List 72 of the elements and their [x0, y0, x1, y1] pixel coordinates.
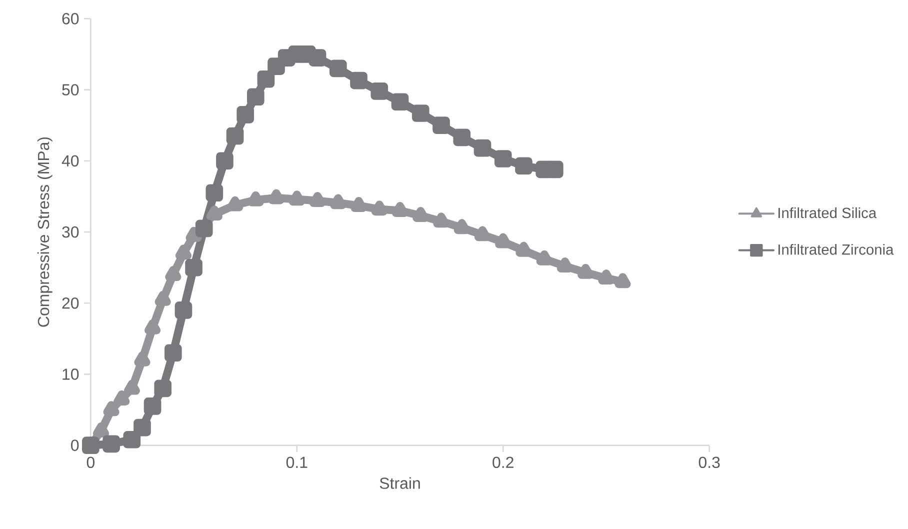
point [175, 244, 192, 260]
y-tick-label: 40 [62, 155, 79, 166]
point [216, 152, 234, 170]
point [516, 242, 532, 257]
point [474, 226, 491, 242]
point [432, 116, 450, 134]
point [248, 191, 264, 206]
y-tick-label: 30 [62, 226, 79, 238]
x-tick-label: 0.3 [698, 456, 720, 468]
legend-label: Infiltrated Zirconia [778, 244, 894, 255]
point [614, 272, 631, 288]
point [226, 196, 244, 212]
point [268, 189, 284, 204]
point [174, 301, 192, 319]
point [82, 436, 100, 454]
point [578, 264, 594, 279]
point [92, 422, 110, 438]
point [370, 82, 388, 100]
point [226, 127, 244, 145]
point [309, 192, 326, 207]
point [246, 88, 264, 106]
point [268, 57, 285, 75]
point [102, 435, 120, 452]
point [474, 139, 492, 157]
point [371, 200, 388, 216]
point [164, 344, 182, 362]
legend-label: Infiltrated Silica [778, 207, 877, 218]
point [288, 190, 305, 206]
y-tick-label: 50 [62, 84, 79, 96]
x-tick-label: 0.2 [492, 456, 514, 468]
y-tick-label: 60 [62, 12, 79, 24]
point [154, 290, 171, 306]
point [134, 418, 151, 436]
point [195, 220, 213, 237]
point [257, 70, 275, 88]
point [123, 430, 141, 448]
point [206, 205, 222, 220]
point [103, 400, 120, 416]
point [144, 319, 161, 334]
point [236, 106, 254, 124]
point [495, 233, 512, 248]
point [515, 157, 532, 174]
point [392, 202, 408, 217]
point [536, 250, 552, 266]
point [350, 196, 367, 212]
point [134, 351, 150, 366]
point [454, 218, 470, 234]
point [329, 60, 347, 77]
point [330, 194, 346, 210]
point [453, 128, 471, 146]
point [206, 184, 224, 202]
point [185, 258, 202, 276]
point [124, 380, 140, 395]
y-axis-title: Compressive Stress (MPa) [37, 137, 52, 327]
point [186, 226, 202, 242]
point [114, 390, 130, 406]
point [412, 104, 430, 122]
point [144, 397, 162, 415]
point [433, 212, 450, 228]
point [598, 269, 614, 284]
point [494, 150, 512, 168]
point [154, 380, 172, 397]
y-tick-label: 20 [62, 297, 79, 309]
point [350, 72, 368, 90]
point [308, 48, 326, 66]
y-tick-label: 0 [71, 440, 79, 451]
point [165, 266, 182, 281]
y-tick-label: 10 [62, 368, 79, 380]
point [391, 93, 409, 110]
x-axis-title: Strain [380, 477, 420, 489]
x-tick-label: 0.1 [286, 456, 308, 468]
x-tick-label: 0 [86, 456, 95, 468]
